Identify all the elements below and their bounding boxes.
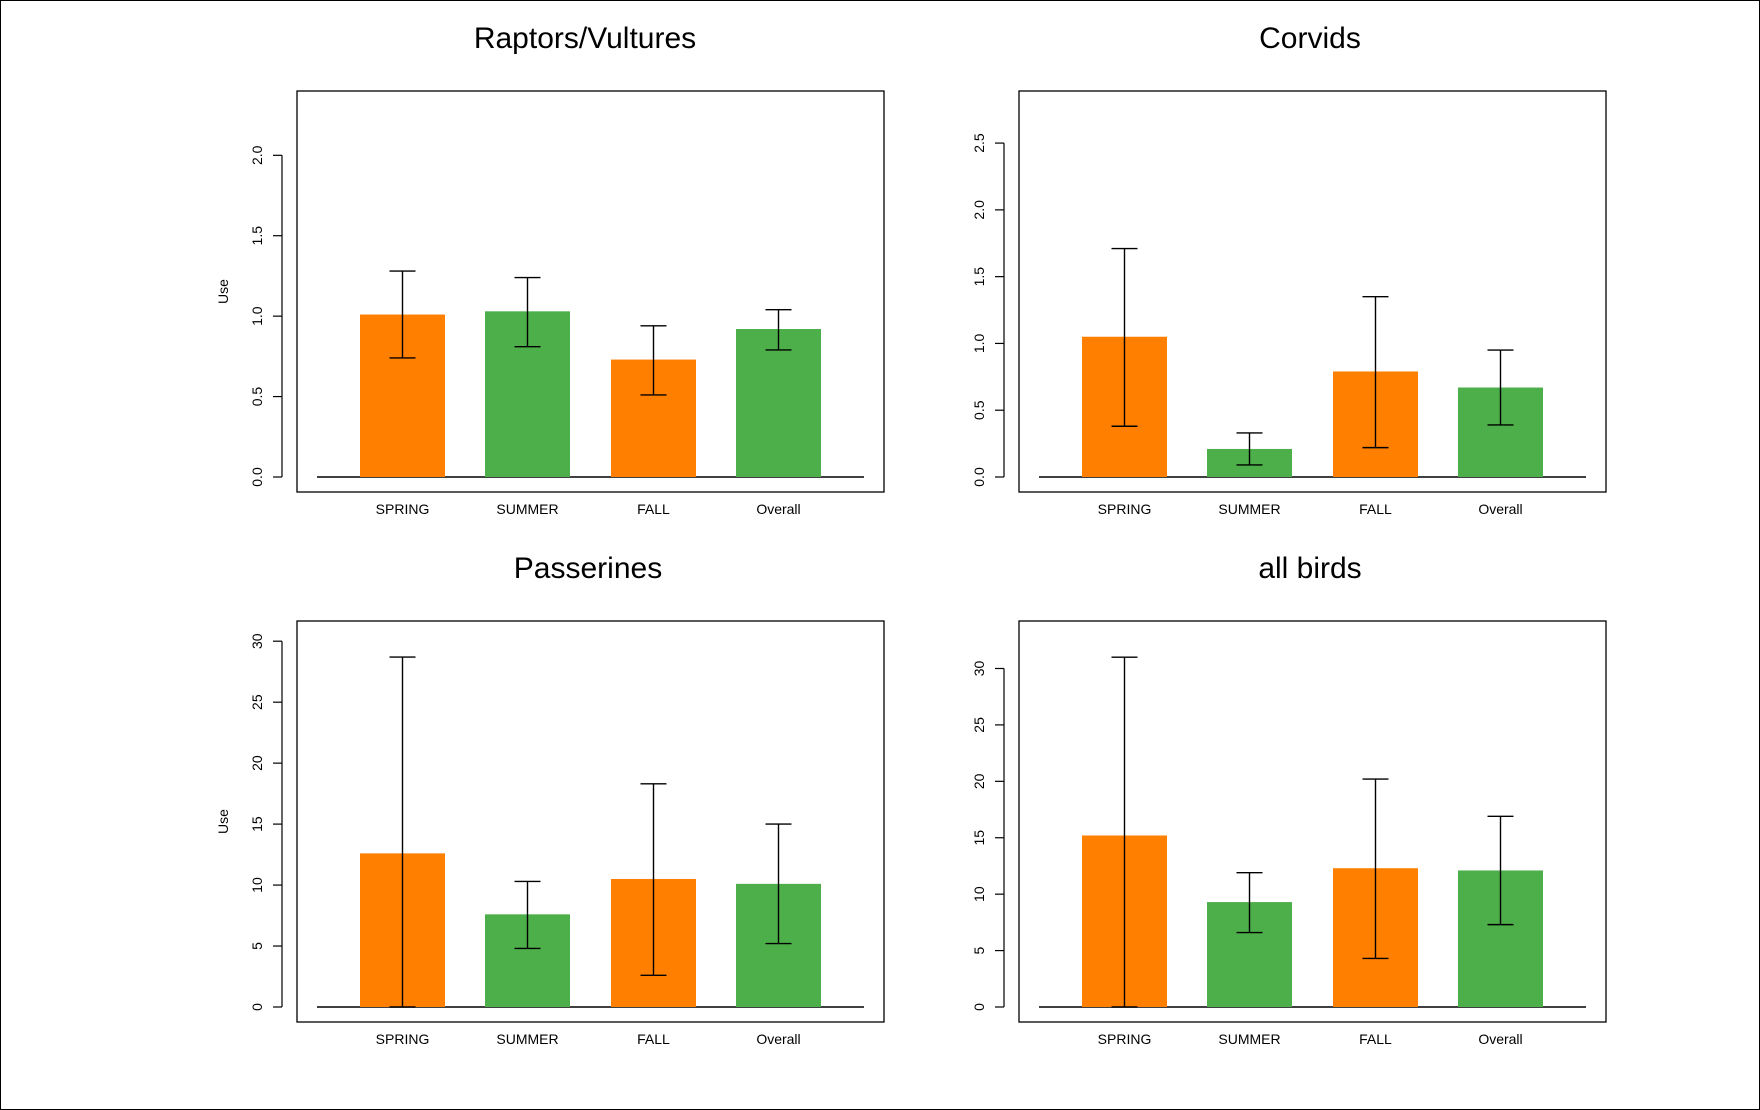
y-tick-label: 0.5	[971, 400, 987, 420]
x-category-label: FALL	[637, 501, 670, 517]
x-category-label: SPRING	[376, 1031, 430, 1047]
y-tick-label: 25	[971, 717, 987, 733]
y-tick-label: 0.0	[971, 467, 987, 487]
plot-frame	[296, 620, 885, 1023]
x-category-label: SUMMER	[496, 501, 558, 517]
x-category-label: SUMMER	[496, 1031, 558, 1047]
y-tick-label: 20	[971, 773, 987, 789]
y-tick-label: 1.5	[971, 267, 987, 287]
chart-title: Corvids	[1259, 22, 1361, 55]
chart-panel: Raptors/Vultures Use 0.0 0.5 1.0 1.5 2.0 SPRING…	[215, 22, 885, 517]
y-tick-label: 1.0	[249, 306, 265, 326]
y-tick-label: 2.5	[971, 133, 987, 153]
y-tick-label: 0	[249, 1003, 265, 1011]
y-tick-label: 0.5	[249, 387, 265, 407]
chart-panels: Raptors/Vultures Use 0.0 0.5 1.0 1.5 2.0 SPRING…	[215, 22, 1607, 1047]
x-category-label: SPRING	[1098, 1031, 1152, 1047]
x-category-label: Overall	[1478, 501, 1522, 517]
y-tick-label: 25	[249, 694, 265, 710]
y-tick-label: 1.5	[249, 226, 265, 246]
y-tick-label: 20	[249, 755, 265, 771]
y-axis-label: Use	[215, 809, 231, 834]
plot-frame	[296, 90, 885, 493]
y-tick-label: 2.0	[249, 145, 265, 165]
y-tick-label: 10	[249, 877, 265, 893]
plot-frame	[1018, 90, 1607, 493]
x-category-label: Overall	[756, 501, 800, 517]
y-tick-label: 15	[971, 830, 987, 846]
y-tick-label: 30	[971, 660, 987, 676]
y-tick-label: 2.0	[971, 200, 987, 220]
bar	[736, 329, 821, 477]
y-tick-label: 0	[971, 1003, 987, 1011]
chart-title: Raptors/Vultures	[474, 22, 696, 55]
y-tick-label: 5	[971, 946, 987, 954]
chart-title: Passerines	[514, 552, 662, 585]
x-category-label: SPRING	[1098, 501, 1152, 517]
x-category-label: FALL	[1359, 1031, 1392, 1047]
y-tick-label: 15	[249, 816, 265, 832]
chart-panel: all birds 0 5 10 15 20 25 30 SPRING SUMMER FALL Ove…	[971, 552, 1607, 1047]
y-tick-label: 0.0	[249, 467, 265, 487]
chart-panel: Corvids 0.0 0.5 1.0 1.5 2.0 2.5 SPRING SUMMER FAL…	[971, 22, 1607, 517]
x-category-label: Overall	[1478, 1031, 1522, 1047]
y-axis-label: Use	[215, 279, 231, 304]
y-tick-label: 30	[249, 633, 265, 649]
x-category-label: Overall	[756, 1031, 800, 1047]
y-tick-label: 10	[971, 886, 987, 902]
chart-title: all birds	[1258, 552, 1361, 585]
x-category-label: SUMMER	[1218, 501, 1280, 517]
y-tick-label: 1.0	[971, 333, 987, 353]
plot-frame	[1018, 620, 1607, 1023]
x-category-label: FALL	[637, 1031, 670, 1047]
x-category-label: SUMMER	[1218, 1031, 1280, 1047]
chart-panel: Passerines Use 0 5 10 15 20 25 30 SPRING SUMMER FAL…	[215, 552, 885, 1047]
x-category-label: FALL	[1359, 501, 1392, 517]
y-tick-label: 5	[249, 942, 265, 950]
x-category-label: SPRING	[376, 501, 430, 517]
